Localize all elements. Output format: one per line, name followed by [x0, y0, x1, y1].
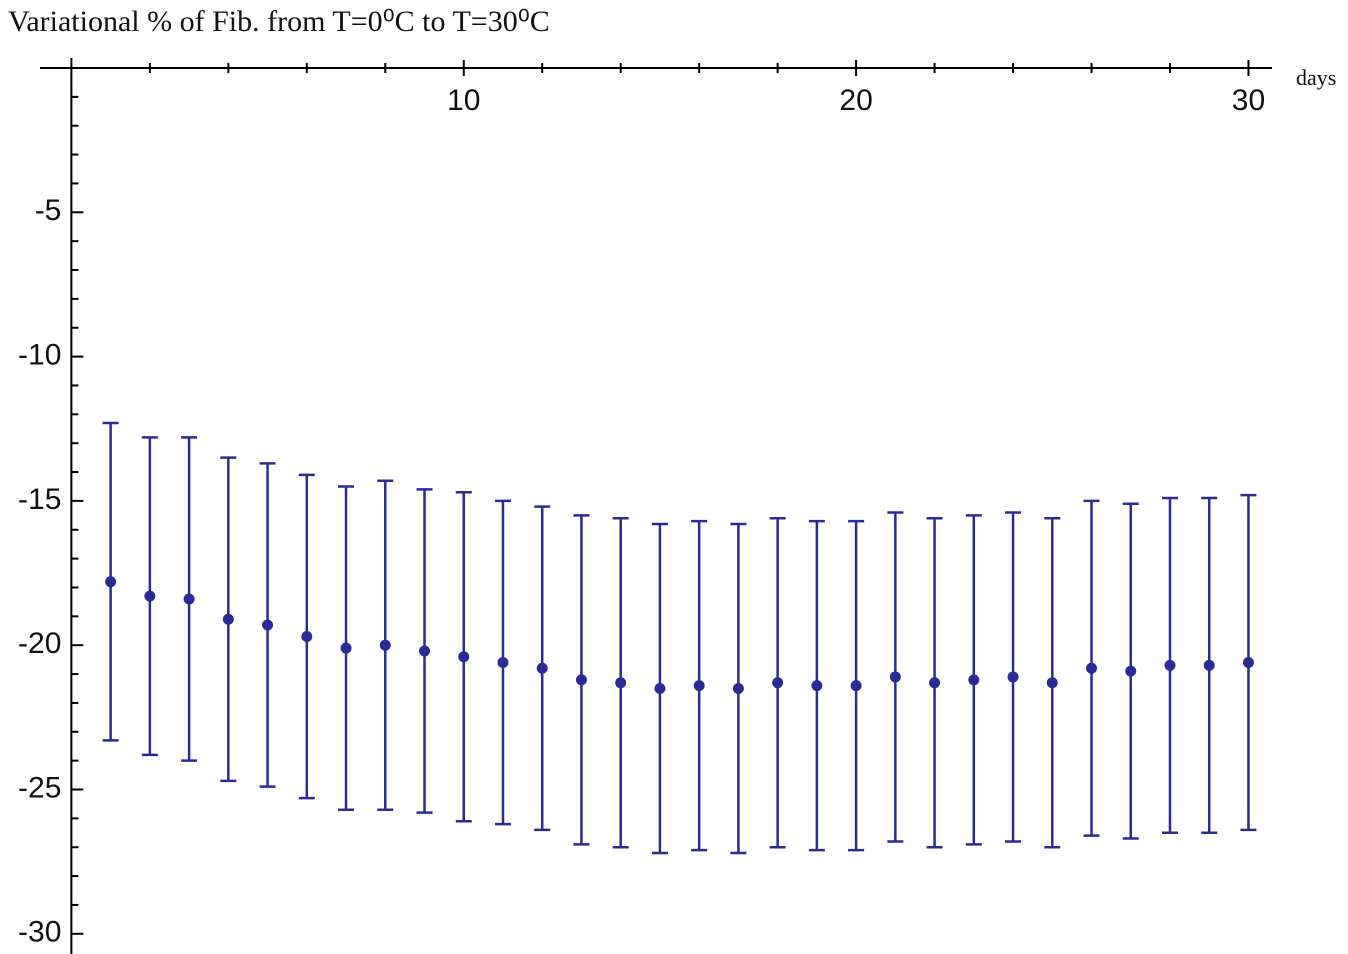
chart-title: Variational % of Fib. from T=0⁰C to T=30…: [8, 5, 550, 38]
point: [732, 682, 744, 694]
point: [693, 680, 705, 692]
y-tick-label: -20: [18, 627, 61, 660]
x-tick-label: 10: [447, 84, 480, 117]
point: [929, 677, 941, 689]
point: [1086, 662, 1098, 674]
point: [183, 593, 195, 605]
point: [654, 682, 666, 694]
point: [772, 677, 784, 689]
point: [1164, 659, 1176, 671]
point: [1007, 671, 1019, 683]
point: [1242, 657, 1254, 669]
point: [379, 639, 391, 651]
point: [458, 651, 470, 663]
point: [262, 619, 274, 631]
point: [850, 680, 862, 692]
point: [889, 671, 901, 683]
point: [144, 590, 156, 602]
point: [575, 674, 587, 686]
point: [497, 657, 509, 669]
y-tick-label: -25: [18, 771, 61, 804]
point: [1125, 665, 1137, 677]
x-tick-label: 30: [1232, 84, 1265, 117]
point: [419, 645, 431, 657]
point: [340, 642, 352, 654]
point: [1046, 677, 1058, 689]
x-tick-label: 20: [839, 84, 872, 117]
point: [105, 576, 117, 588]
point: [811, 680, 823, 692]
y-tick-label: -30: [18, 916, 61, 949]
point: [615, 677, 627, 689]
y-tick-label: -15: [18, 483, 61, 516]
point: [222, 613, 234, 625]
point: [968, 674, 980, 686]
point: [536, 662, 548, 674]
y-tick-label: -5: [35, 194, 62, 227]
point: [1203, 659, 1215, 671]
x-axis-label: days: [1296, 65, 1336, 90]
y-tick-label: -10: [18, 339, 61, 372]
point: [301, 631, 313, 643]
